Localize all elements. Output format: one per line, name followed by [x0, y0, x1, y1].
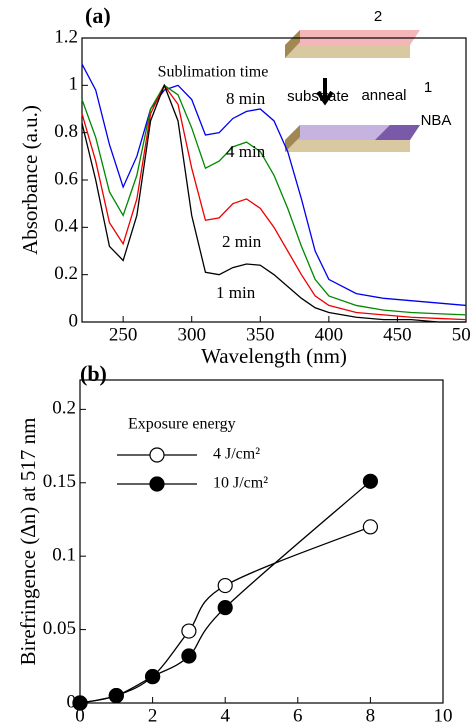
y-tick-label: 0 — [67, 691, 77, 712]
series-line — [81, 83, 466, 323]
legend-marker — [149, 476, 165, 492]
film-nba-dark — [375, 125, 420, 140]
y-tick-label: 1 — [69, 74, 79, 95]
x-tick-label: 500 — [452, 324, 471, 345]
series-label: 1 min — [216, 283, 256, 302]
y-tick-label: 0.15 — [43, 471, 76, 492]
y-tick-label: 0.2 — [52, 398, 76, 419]
y-tick-label: 0.6 — [54, 168, 78, 189]
marker — [362, 473, 378, 489]
y-tick-label: 1.2 — [54, 26, 78, 47]
annotation: substrate — [287, 88, 349, 105]
x-tick-label: 0 — [75, 705, 85, 724]
x-tick-label: 400 — [315, 324, 344, 345]
y-axis-label: Absorbance (a.u.) — [18, 105, 42, 255]
panel-label: (b) — [80, 361, 107, 386]
series-line — [81, 84, 467, 321]
x-tick-label: 450 — [383, 324, 412, 345]
annotation: 1 — [424, 79, 432, 96]
x-tick-label: 6 — [293, 705, 303, 724]
legend-label: 10 J/cm² — [213, 475, 268, 492]
substrate-side — [285, 30, 300, 58]
y-tick-label: 0.05 — [43, 618, 76, 639]
marker — [72, 695, 88, 711]
x-tick-label: 300 — [177, 324, 206, 345]
arrow — [316, 78, 334, 106]
annotation: anneal — [361, 87, 406, 104]
y-tick-label: 0.8 — [54, 121, 78, 142]
legend-title: Exposure energy — [128, 416, 236, 433]
marker — [108, 688, 124, 704]
y-tick-label: 0.4 — [54, 216, 78, 237]
series-line — [81, 63, 467, 307]
x-tick-label: 250 — [109, 324, 138, 345]
inset-schematic — [285, 30, 420, 152]
y-axis-label: Birefringence (Δn) at 517 nm — [16, 418, 40, 666]
x-tick-label: 2 — [148, 705, 158, 724]
marker — [362, 519, 378, 535]
legend-marker — [149, 447, 165, 463]
marker — [181, 648, 197, 664]
x-tick-label: 8 — [366, 705, 376, 724]
legend-label: 4 J/cm² — [213, 446, 260, 463]
legend-title: Sublimation time — [158, 64, 269, 81]
x-tick-label: 4 — [220, 705, 230, 724]
x-tick-label: 10 — [434, 705, 453, 724]
y-tick-label: 0 — [69, 310, 79, 331]
substrate — [285, 140, 410, 152]
marker — [217, 599, 233, 616]
marker — [217, 577, 233, 594]
series-label: 2 min — [222, 232, 262, 251]
series-line — [81, 84, 467, 316]
substrate — [285, 45, 410, 58]
series-label: 4 min — [226, 142, 266, 161]
plot-frame — [79, 379, 444, 704]
x-axis-label: Wavelength (nm) — [201, 344, 347, 368]
annotation: 2 — [374, 8, 382, 25]
marker — [181, 623, 197, 639]
y-tick-label: 0.2 — [54, 263, 78, 284]
y-tick-label: 0.1 — [52, 545, 76, 566]
annotation: NBA — [421, 112, 452, 129]
marker — [145, 668, 161, 685]
series-label: 8 min — [226, 89, 266, 108]
substrate-side — [285, 125, 300, 152]
x-tick-label: 350 — [246, 324, 275, 345]
panel-label: (a) — [85, 3, 111, 28]
